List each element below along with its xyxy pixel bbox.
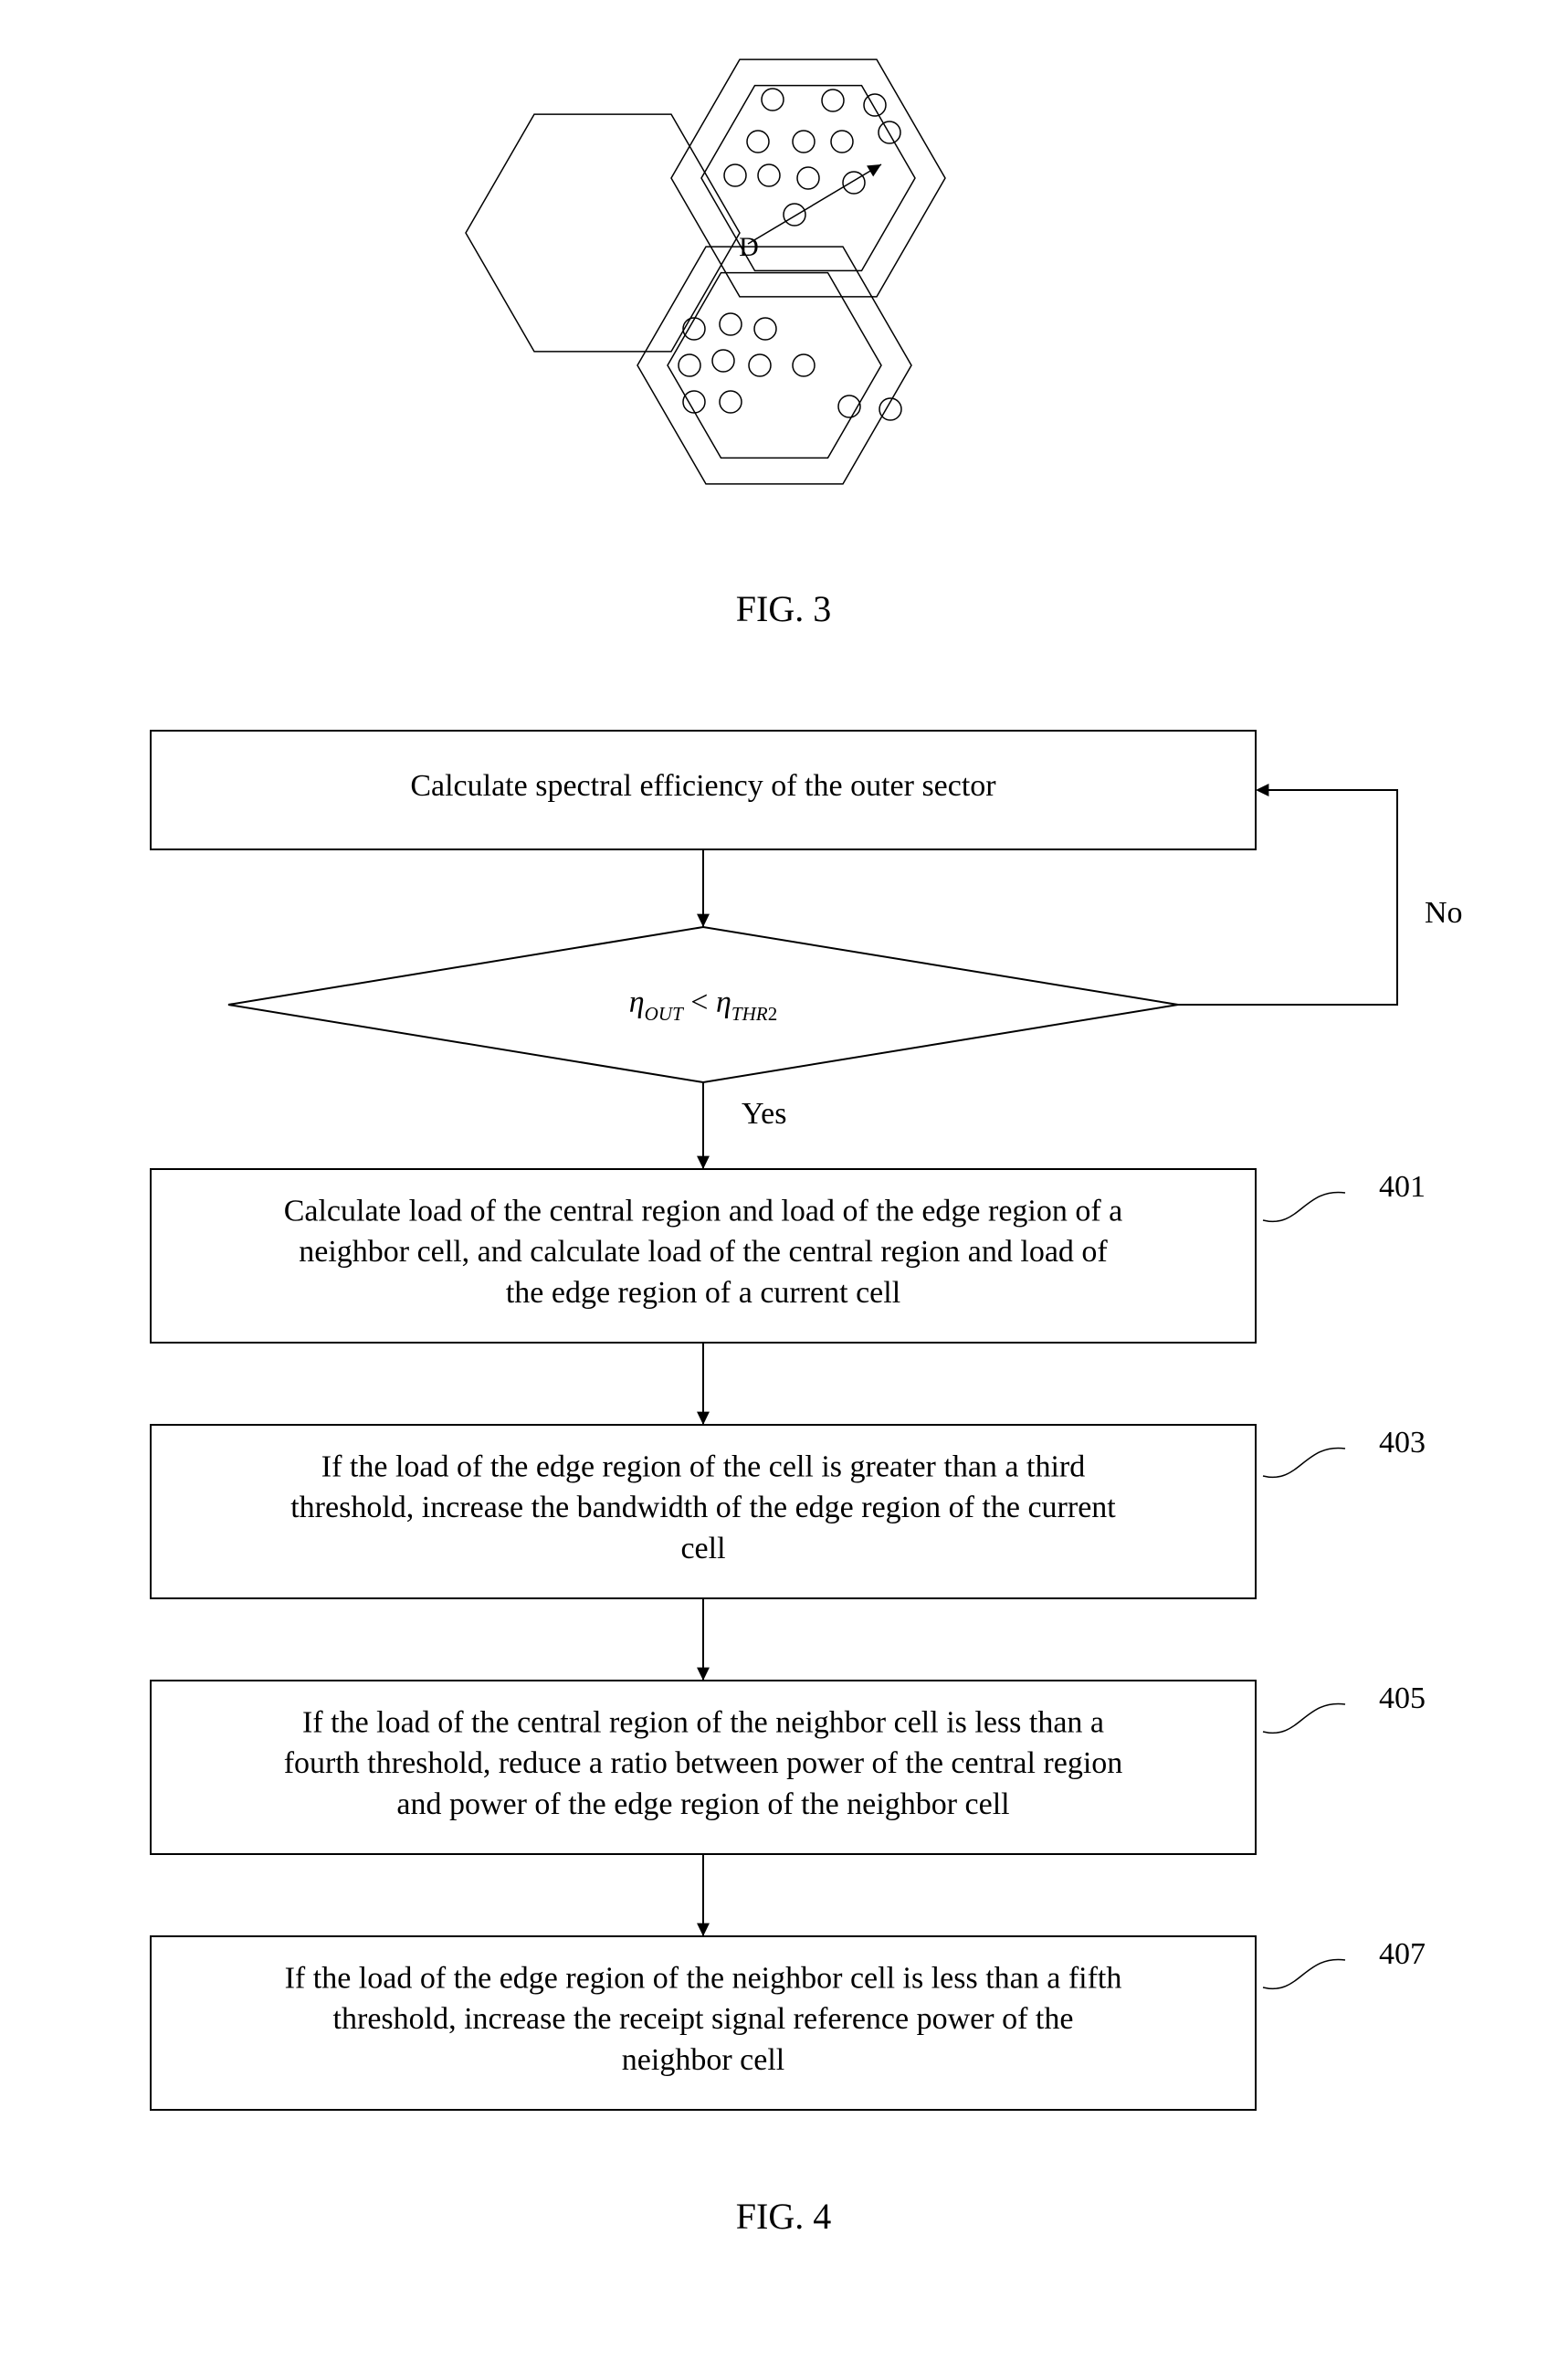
user-dot: [843, 172, 865, 194]
label-yes: Yes: [742, 1097, 786, 1131]
user-dot: [864, 94, 886, 116]
hex-cell: [671, 59, 945, 297]
user-dot: [793, 131, 815, 153]
user-dot: [793, 354, 815, 376]
box-step-405-text: If the load of the central region of the…: [302, 1705, 1104, 1739]
user-dot: [754, 318, 776, 340]
box-step-403-text: threshold, increase the bandwidth of the…: [290, 1491, 1116, 1524]
hex-inner: [668, 273, 881, 458]
user-dot: [747, 131, 769, 153]
page: D FIG. 3 Calculate spectral efficiency of …: [0, 0, 1568, 2361]
ref-curve: [1263, 1448, 1345, 1477]
ref-number: 405: [1379, 1681, 1426, 1715]
box-step-407-text: If the load of the edge region of the ne…: [285, 1961, 1122, 1995]
box-step-401-text: Calculate load of the central region and…: [284, 1194, 1123, 1228]
box-step-407-text: neighbor cell: [622, 2043, 784, 2077]
user-dot: [683, 391, 705, 413]
user-dot: [784, 204, 805, 226]
user-dot: [797, 167, 819, 189]
user-dot: [712, 350, 734, 372]
user-dot: [831, 131, 853, 153]
box-step-401-text: the edge region of a current cell: [506, 1276, 900, 1310]
fig3-label: FIG. 3: [736, 588, 831, 629]
fig4-label: FIG. 4: [736, 2196, 831, 2237]
box-calc-spectral-text: Calculate spectral efficiency of the out…: [410, 769, 996, 803]
user-dot: [749, 354, 771, 376]
user-dot: [758, 164, 780, 186]
user-dot: [724, 164, 746, 186]
ref-curve: [1263, 1703, 1345, 1733]
fig4: Calculate spectral efficiency of the out…: [151, 731, 1463, 2237]
user-dot: [822, 90, 844, 111]
ref-number: 407: [1379, 1937, 1426, 1971]
box-step-405-text: and power of the edge region of the neig…: [396, 1787, 1009, 1821]
decision-text: ηOUT < ηTHR2: [629, 986, 777, 1025]
label-no: No: [1425, 896, 1463, 930]
ref-curve: [1263, 1959, 1345, 1988]
user-dot: [879, 121, 900, 143]
user-dot: [683, 318, 705, 340]
box-step-407-text: threshold, increase the receipt signal r…: [333, 2002, 1074, 2036]
label-D: D: [739, 232, 759, 262]
box-step-401-text: neighbor cell, and calculate load of the…: [299, 1235, 1108, 1269]
box-step-405-text: fourth threshold, reduce a ratio between…: [284, 1746, 1123, 1780]
user-dot: [762, 89, 784, 111]
ref-number: 403: [1379, 1426, 1426, 1460]
user-dot: [679, 354, 700, 376]
hex-cell: [466, 114, 740, 352]
fig3: D FIG. 3: [466, 59, 945, 629]
box-step-403-text: If the load of the edge region of the ce…: [321, 1449, 1085, 1483]
box-step-403-text: cell: [680, 1532, 725, 1565]
diagram-svg: D FIG. 3 Calculate spectral efficiency of …: [0, 0, 1568, 2361]
user-dot: [720, 391, 742, 413]
user-dot: [720, 313, 742, 335]
ref-number: 401: [1379, 1170, 1426, 1204]
ref-curve: [1263, 1192, 1345, 1221]
no-loop-line: [1178, 790, 1397, 1005]
